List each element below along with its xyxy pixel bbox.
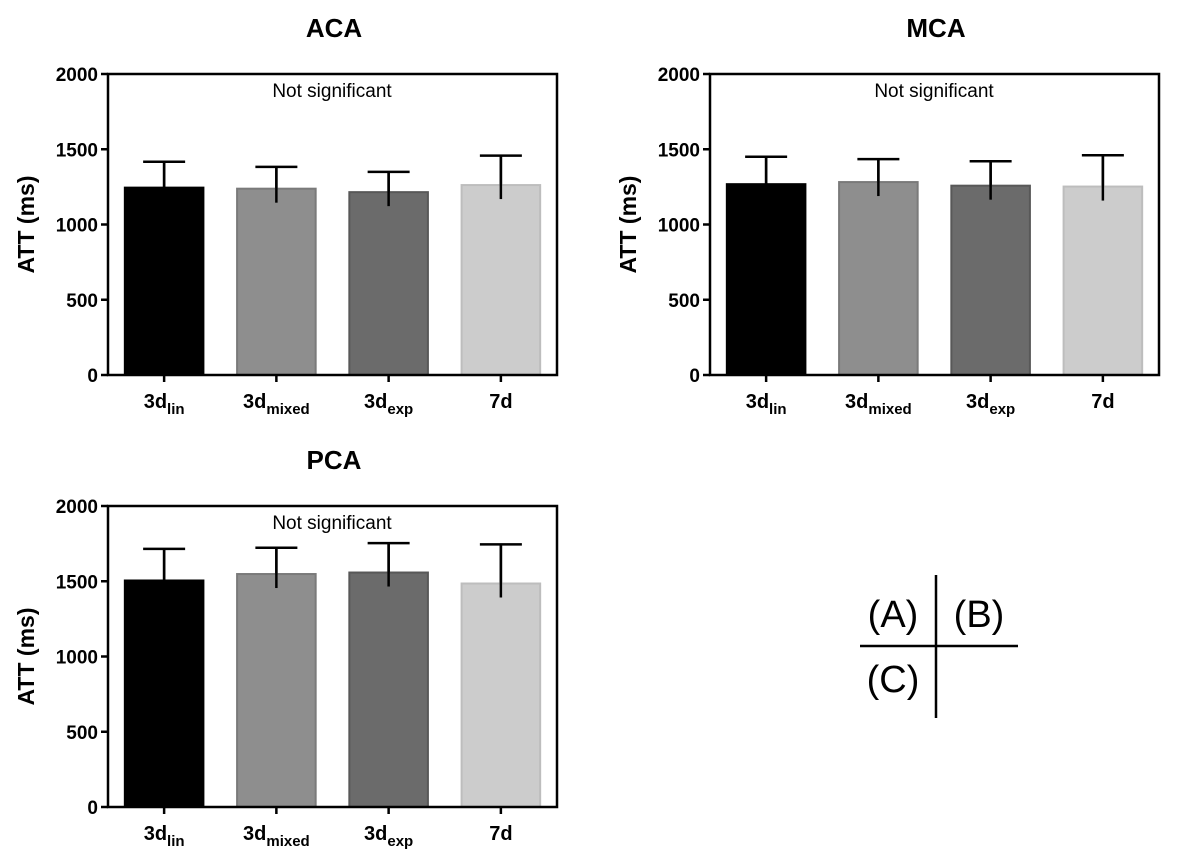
significance-annotation: Not significant bbox=[272, 81, 392, 102]
bar bbox=[348, 191, 429, 376]
x-tick-label: 3dexp bbox=[364, 391, 413, 418]
bar bbox=[123, 579, 205, 808]
x-tick-label: 3dmixed bbox=[243, 823, 310, 850]
y-tick-label: 1500 bbox=[56, 572, 98, 593]
panel-key-a: (A) bbox=[868, 594, 919, 636]
y-tick-label: 0 bbox=[689, 366, 700, 387]
chart-title: ACA bbox=[306, 13, 363, 43]
bar bbox=[950, 184, 1031, 376]
y-tick-label: 1000 bbox=[56, 216, 98, 237]
x-tick-label: 7d bbox=[489, 391, 512, 413]
x-tick-label: 3dlin bbox=[144, 823, 185, 850]
x-tick-label: 7d bbox=[1091, 391, 1114, 413]
y-tick-label: 500 bbox=[66, 291, 98, 312]
x-tick-label: 3dmixed bbox=[845, 391, 912, 418]
x-tick-label: 3dexp bbox=[966, 391, 1015, 418]
y-tick-label: 1500 bbox=[658, 140, 700, 161]
bar bbox=[236, 573, 317, 808]
panel-key-b: (B) bbox=[954, 594, 1005, 636]
y-tick-label: 1000 bbox=[658, 216, 700, 237]
bar bbox=[460, 582, 542, 808]
y-axis-label: ATT (ms) bbox=[615, 176, 641, 274]
bar bbox=[1062, 185, 1144, 376]
y-tick-label: 500 bbox=[66, 723, 98, 744]
y-tick-label: 0 bbox=[87, 798, 98, 819]
chart-panel-a: ACA ATT (ms) Not significant 3dlin 3dmixed 3d… bbox=[13, 13, 559, 418]
x-tick-label: 7d bbox=[489, 823, 512, 845]
bar bbox=[348, 571, 429, 808]
x-tick-label: 3dmixed bbox=[243, 391, 310, 418]
chart-title: PCA bbox=[307, 445, 362, 475]
y-tick-label: 1500 bbox=[56, 140, 98, 161]
y-tick-label: 2000 bbox=[56, 497, 98, 518]
chart-title: MCA bbox=[906, 13, 965, 43]
panel-key-c: (C) bbox=[867, 659, 920, 701]
significance-annotation: Not significant bbox=[874, 81, 994, 102]
y-tick-label: 500 bbox=[668, 291, 700, 312]
x-tick-label: 3dlin bbox=[144, 391, 185, 418]
chart-panel-c: PCA ATT (ms) Not significant 3dlin 3dmixed 3d… bbox=[13, 445, 559, 850]
y-tick-label: 0 bbox=[87, 366, 98, 387]
x-tick-label: 3dexp bbox=[364, 823, 413, 850]
y-tick-label: 1000 bbox=[56, 648, 98, 669]
significance-annotation: Not significant bbox=[272, 513, 392, 534]
bar bbox=[838, 181, 919, 376]
x-tick-label: 3dlin bbox=[746, 391, 787, 418]
y-axis-label: ATT (ms) bbox=[13, 608, 39, 706]
y-tick-label: 2000 bbox=[658, 65, 700, 86]
bar bbox=[460, 184, 542, 376]
bar bbox=[725, 183, 807, 376]
panel-key: (A) (B) (C) bbox=[860, 575, 1018, 718]
bar bbox=[236, 187, 317, 376]
y-axis-label: ATT (ms) bbox=[13, 176, 39, 274]
chart-panel-b: MCA ATT (ms) Not significant 3dlin 3dmixed 3d… bbox=[615, 13, 1161, 418]
y-tick-label: 2000 bbox=[56, 65, 98, 86]
bar bbox=[123, 186, 205, 376]
